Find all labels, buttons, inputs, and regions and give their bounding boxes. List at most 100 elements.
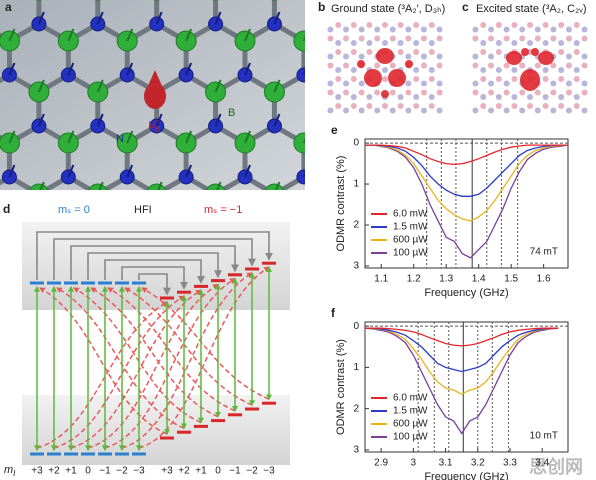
lattice-atom bbox=[527, 94, 533, 100]
lattice-atom bbox=[581, 107, 588, 114]
x-tick-label: 3.2 bbox=[471, 458, 485, 469]
plot-frame bbox=[364, 138, 569, 269]
lattice-atom bbox=[488, 80, 495, 87]
lattice-atom bbox=[327, 80, 334, 87]
bond bbox=[510, 126, 539, 143]
spin-arrow bbox=[214, 11, 222, 25]
spin-arrow bbox=[98, 181, 104, 190]
lattice-atom bbox=[503, 80, 510, 87]
lattice-atom bbox=[327, 35, 334, 42]
spin-arrow bbox=[126, 28, 134, 42]
bond bbox=[422, 126, 451, 143]
vacancy-base: V bbox=[148, 120, 157, 132]
lattice-atom bbox=[488, 107, 495, 114]
lattice-atom bbox=[374, 62, 381, 69]
vacancy-sub: B bbox=[155, 125, 161, 134]
lattice-atom bbox=[480, 103, 487, 109]
spin-arrow bbox=[8, 28, 16, 42]
series-line bbox=[364, 327, 559, 395]
spin-density bbox=[381, 90, 389, 98]
mi-sub: I bbox=[13, 469, 16, 478]
series-line bbox=[365, 144, 569, 222]
lattice-atom bbox=[335, 76, 342, 82]
bond bbox=[301, 174, 305, 181]
lattice-atom bbox=[413, 67, 420, 73]
lattice-atom bbox=[480, 49, 487, 55]
legend-label: 6.0 mW bbox=[393, 209, 428, 220]
atom-label: B bbox=[228, 107, 235, 119]
lattice-atom bbox=[503, 107, 510, 114]
spin-arrow bbox=[302, 35, 305, 42]
y-axis-label: ODMR contrast (%) bbox=[335, 156, 347, 252]
lattice-atom bbox=[405, 89, 412, 96]
bond bbox=[510, 177, 539, 194]
lattice-atom bbox=[327, 26, 334, 33]
bond bbox=[304, 330, 333, 347]
lattice-atom bbox=[358, 53, 365, 60]
x-tick-label: 1.4 bbox=[472, 274, 486, 285]
lattice-atom bbox=[428, 22, 435, 28]
vacancy-spin-tip bbox=[147, 70, 163, 88]
hfi-arrow bbox=[70, 245, 239, 280]
spin-arrow bbox=[37, 11, 45, 25]
hyperfine-curve bbox=[140, 287, 270, 400]
lattice-atom bbox=[350, 22, 357, 28]
panel-title: Excited state (³A₂, C₂ᵥ) bbox=[476, 3, 587, 15]
lattice-atom bbox=[542, 40, 549, 46]
spin-arrow bbox=[126, 164, 134, 178]
nitrogen-atom bbox=[1, 169, 17, 185]
x-tick-label: 1.5 bbox=[504, 274, 518, 285]
lattice-atom bbox=[581, 89, 588, 96]
lattice-atom bbox=[327, 62, 334, 69]
spin-arrow bbox=[8, 62, 16, 76]
mi-value: +2 bbox=[178, 466, 190, 477]
spin-density bbox=[357, 60, 365, 68]
lattice-atom bbox=[335, 22, 342, 28]
spin-arrow bbox=[37, 113, 45, 127]
lattice-atom bbox=[550, 26, 557, 33]
bond bbox=[98, 330, 127, 347]
lattice-atom bbox=[558, 22, 565, 28]
lattice-atom bbox=[389, 35, 396, 42]
panel-label: b bbox=[318, 0, 325, 14]
lattice-atom bbox=[343, 26, 350, 33]
spin-arrow bbox=[273, 113, 281, 127]
bond bbox=[127, 330, 156, 347]
series-line bbox=[365, 327, 559, 373]
spin-arrow bbox=[185, 130, 193, 144]
boron-atom bbox=[293, 30, 305, 52]
bond bbox=[304, 228, 333, 245]
lattice-atom bbox=[405, 107, 412, 114]
bond bbox=[422, 330, 451, 347]
lattice-atom bbox=[366, 40, 373, 46]
lattice-atom bbox=[374, 107, 381, 114]
lattice-atom bbox=[428, 103, 435, 109]
bond bbox=[481, 126, 510, 143]
bond bbox=[333, 279, 362, 296]
lattice-atom bbox=[511, 40, 518, 46]
bond bbox=[0, 228, 9, 245]
lattice-atom bbox=[581, 35, 588, 42]
hyperfine-curve bbox=[55, 287, 185, 429]
spin-arrow bbox=[185, 164, 193, 178]
lattice-atom bbox=[581, 80, 588, 87]
lattice-atom bbox=[573, 94, 580, 100]
vacancy-sup: − bbox=[155, 116, 160, 125]
series-line bbox=[365, 327, 559, 347]
y-tick-label: 3 bbox=[353, 445, 359, 456]
lattice-atom bbox=[488, 35, 495, 42]
lattice-atom bbox=[581, 62, 588, 69]
lattice-atom bbox=[358, 80, 365, 87]
lattice-atom bbox=[542, 22, 549, 28]
lattice-atom bbox=[488, 89, 495, 96]
lattice-atom bbox=[472, 35, 479, 42]
lattice-atom bbox=[389, 26, 396, 33]
band bbox=[22, 222, 290, 310]
lattice-atom bbox=[573, 67, 580, 73]
bond bbox=[539, 126, 568, 143]
lattice-atom bbox=[542, 67, 549, 73]
spin-arrow bbox=[67, 28, 75, 42]
nitrogen-atom bbox=[296, 67, 305, 83]
y-tick-label: 2 bbox=[353, 220, 359, 231]
y-axis-label: ODMR contrast (%) bbox=[335, 339, 347, 435]
